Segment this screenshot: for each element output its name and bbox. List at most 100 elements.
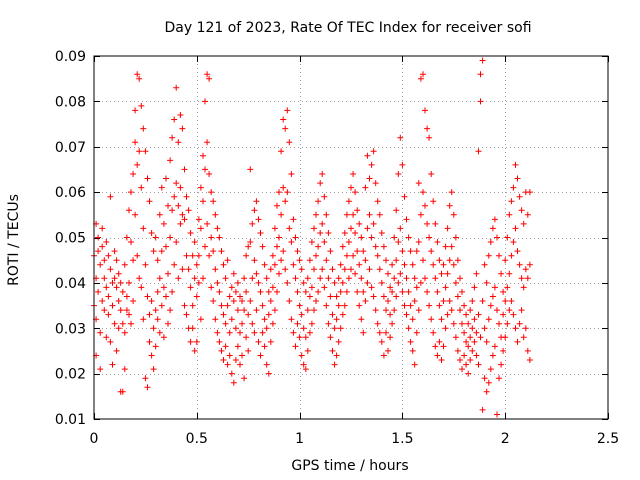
data-point — [259, 302, 266, 309]
data-point — [432, 220, 439, 227]
data-point — [228, 370, 235, 377]
data-point — [193, 293, 200, 300]
data-point — [259, 329, 266, 336]
data-point — [247, 166, 254, 173]
data-point — [337, 288, 344, 295]
data-point — [241, 275, 248, 282]
data-point — [138, 284, 145, 291]
data-point — [420, 189, 426, 196]
data-point — [169, 134, 176, 141]
data-point — [113, 347, 120, 354]
data-point — [284, 279, 291, 286]
data-point — [210, 198, 217, 205]
data-point — [510, 239, 517, 245]
data-point — [286, 298, 293, 304]
data-point — [306, 293, 313, 300]
data-point — [212, 211, 219, 218]
data-point — [224, 302, 231, 309]
data-point — [208, 284, 215, 291]
data-point — [378, 230, 385, 236]
data-point — [160, 284, 167, 291]
data-point — [479, 406, 486, 413]
data-point — [463, 338, 470, 345]
data-point — [502, 298, 509, 304]
data-point — [477, 71, 484, 78]
data-point — [350, 171, 357, 177]
data-point — [243, 252, 250, 259]
data-point — [290, 261, 297, 268]
data-point — [278, 211, 285, 218]
data-point — [477, 98, 484, 105]
data-point — [294, 320, 301, 327]
data-point — [370, 293, 377, 300]
data-point — [191, 347, 198, 354]
data-point — [393, 257, 400, 264]
data-point — [372, 180, 379, 187]
data-point — [226, 293, 233, 300]
data-point — [123, 307, 130, 314]
data-point — [298, 266, 305, 273]
data-point — [391, 275, 398, 282]
data-point — [430, 329, 437, 336]
data-point — [337, 261, 344, 268]
data-point — [473, 329, 480, 336]
data-point — [374, 252, 381, 259]
data-point — [276, 189, 282, 196]
data-point — [483, 338, 490, 345]
data-point — [463, 311, 470, 318]
x-axis-label: GPS time / hours — [291, 458, 408, 474]
data-point — [101, 307, 108, 314]
data-point — [362, 184, 369, 191]
data-point — [411, 298, 418, 304]
data-point — [237, 329, 243, 336]
data-point — [130, 171, 137, 177]
data-point — [430, 198, 437, 205]
data-point — [158, 248, 165, 255]
data-point — [446, 202, 453, 209]
data-point — [512, 325, 519, 332]
data-point — [426, 134, 433, 141]
data-point — [516, 320, 523, 327]
data-point — [278, 257, 285, 264]
data-point — [218, 347, 225, 354]
data-point — [130, 298, 137, 304]
data-point — [471, 284, 478, 291]
data-point — [467, 334, 474, 341]
data-point — [163, 175, 169, 182]
data-point — [317, 180, 324, 187]
data-point — [518, 307, 525, 314]
data-point — [323, 211, 330, 218]
data-point — [457, 307, 463, 314]
data-point — [107, 266, 114, 273]
data-point — [105, 293, 112, 300]
data-point — [391, 234, 398, 241]
data-point — [345, 198, 352, 205]
data-point — [220, 357, 227, 363]
data-point — [323, 257, 330, 264]
data-point — [185, 266, 192, 273]
data-point — [107, 338, 114, 345]
data-point — [448, 243, 455, 250]
data-point — [171, 193, 178, 200]
data-point — [134, 161, 141, 168]
data-point — [321, 239, 328, 245]
data-point — [522, 266, 529, 273]
data-point — [257, 230, 264, 236]
data-point — [99, 243, 106, 250]
y-tick-label: 0.09 — [55, 49, 86, 65]
data-point — [422, 202, 428, 209]
data-point — [461, 329, 468, 336]
data-point — [516, 261, 523, 268]
data-point — [358, 316, 365, 323]
data-point — [399, 288, 406, 295]
data-point — [163, 243, 169, 250]
data-point — [160, 334, 167, 341]
data-point — [216, 234, 223, 241]
data-point — [350, 252, 357, 259]
data-point — [430, 261, 437, 268]
data-point — [253, 198, 260, 205]
data-point — [411, 275, 418, 282]
data-point — [450, 261, 457, 268]
data-point — [374, 198, 381, 205]
data-point — [181, 302, 188, 309]
